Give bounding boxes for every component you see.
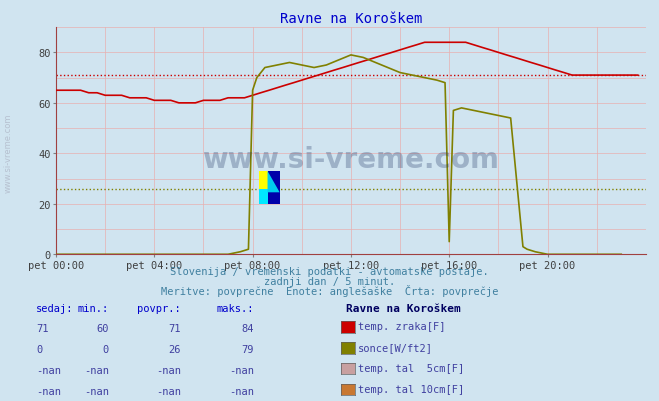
Text: -nan: -nan (156, 365, 181, 375)
Text: 26: 26 (169, 344, 181, 354)
Text: -nan: -nan (36, 365, 61, 375)
Text: -nan: -nan (229, 365, 254, 375)
Text: 84: 84 (241, 324, 254, 334)
Bar (259, 190, 270, 204)
Text: 71: 71 (169, 324, 181, 334)
Text: povpr.:: povpr.: (138, 303, 181, 313)
Polygon shape (268, 172, 279, 193)
Title: Ravne na Koroškem: Ravne na Koroškem (279, 12, 422, 26)
Text: temp. tal  5cm[F]: temp. tal 5cm[F] (358, 363, 464, 373)
Text: Meritve: povprečne  Enote: anglešaške  Črta: povprečje: Meritve: povprečne Enote: anglešaške Črt… (161, 285, 498, 297)
Text: -nan: -nan (36, 386, 61, 396)
Text: zadnji dan / 5 minut.: zadnji dan / 5 minut. (264, 277, 395, 287)
Text: www.si-vreme.com: www.si-vreme.com (3, 113, 13, 192)
Text: Ravne na Koroškem: Ravne na Koroškem (346, 303, 461, 313)
Text: maks.:: maks.: (216, 303, 254, 313)
Text: min.:: min.: (78, 303, 109, 313)
Text: 0: 0 (36, 344, 42, 354)
Text: 0: 0 (103, 344, 109, 354)
Text: sonce[W/ft2]: sonce[W/ft2] (358, 342, 433, 352)
Text: temp. zraka[F]: temp. zraka[F] (358, 322, 445, 332)
Text: 79: 79 (241, 344, 254, 354)
Text: -nan: -nan (84, 386, 109, 396)
Text: -nan: -nan (156, 386, 181, 396)
Text: 60: 60 (96, 324, 109, 334)
Text: 71: 71 (36, 324, 49, 334)
Text: -nan: -nan (229, 386, 254, 396)
Text: sedaj:: sedaj: (36, 303, 74, 313)
Text: temp. tal 10cm[F]: temp. tal 10cm[F] (358, 384, 464, 394)
Text: -nan: -nan (84, 365, 109, 375)
Bar (259, 172, 270, 190)
Text: www.si-vreme.com: www.si-vreme.com (202, 146, 500, 174)
Bar (268, 172, 279, 204)
Text: Slovenija / vremenski podatki - avtomatske postaje.: Slovenija / vremenski podatki - avtomats… (170, 267, 489, 277)
